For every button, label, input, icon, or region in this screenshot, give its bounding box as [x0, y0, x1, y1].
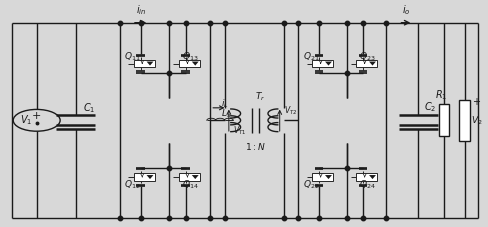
- Bar: [179, 173, 199, 181]
- Polygon shape: [368, 62, 375, 66]
- Text: $Q_{22}$: $Q_{22}$: [302, 178, 319, 191]
- Text: $i_{in}$: $i_{in}$: [135, 3, 146, 17]
- Text: $Q_{13}$: $Q_{13}$: [182, 50, 198, 63]
- Text: +: +: [471, 97, 479, 107]
- Polygon shape: [191, 62, 198, 66]
- Polygon shape: [191, 175, 198, 179]
- Text: $L_s$: $L_s$: [221, 107, 230, 120]
- Text: $Q_{11}$: $Q_{11}$: [124, 50, 141, 63]
- Polygon shape: [146, 175, 153, 179]
- Bar: [438, 104, 448, 136]
- Bar: [356, 173, 376, 181]
- Bar: [356, 60, 376, 67]
- Polygon shape: [368, 175, 375, 179]
- Text: $i_o$: $i_o$: [401, 3, 409, 17]
- Polygon shape: [325, 62, 331, 66]
- Text: $C_1$: $C_1$: [83, 101, 95, 115]
- Text: $R_1$: $R_1$: [434, 89, 447, 102]
- Bar: [312, 173, 332, 181]
- Polygon shape: [146, 62, 153, 66]
- Text: $Q_{12}$: $Q_{12}$: [124, 178, 141, 191]
- Text: $V_2$: $V_2$: [470, 114, 482, 127]
- Text: $Q_{14}$: $Q_{14}$: [182, 178, 199, 191]
- Text: $V_{T1}$: $V_{T1}$: [232, 124, 245, 137]
- Text: $V_{T2}$: $V_{T2}$: [283, 105, 296, 118]
- Text: +: +: [32, 111, 41, 121]
- Polygon shape: [325, 175, 331, 179]
- Text: $Q_{21}$: $Q_{21}$: [302, 50, 319, 63]
- Bar: [134, 60, 154, 67]
- Text: $Q_{23}$: $Q_{23}$: [359, 50, 375, 63]
- Bar: [312, 60, 332, 67]
- Bar: [179, 60, 199, 67]
- Bar: [458, 100, 469, 141]
- Text: $1 : N$: $1 : N$: [244, 141, 265, 152]
- Text: $C_2$: $C_2$: [423, 100, 435, 114]
- Text: $Q_{24}$: $Q_{24}$: [359, 178, 375, 191]
- Bar: [134, 173, 154, 181]
- Text: $i_L$: $i_L$: [221, 97, 228, 110]
- Text: $T_r$: $T_r$: [255, 90, 265, 103]
- Text: $V_1$: $V_1$: [20, 114, 32, 127]
